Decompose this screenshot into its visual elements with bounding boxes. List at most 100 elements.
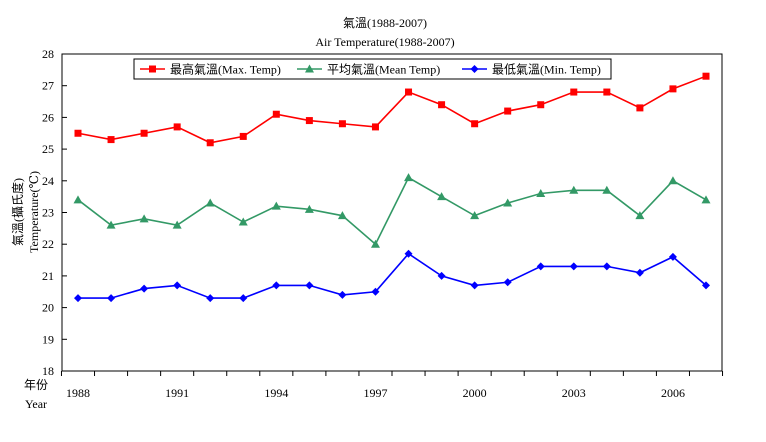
data-point-diamond bbox=[74, 294, 82, 303]
x-tick-label: 1997 bbox=[363, 386, 387, 400]
data-point-square bbox=[537, 101, 545, 109]
data-point-square bbox=[570, 88, 578, 96]
y-tick-label: 27 bbox=[42, 79, 54, 93]
data-point-square bbox=[173, 123, 181, 131]
data-point-triangle bbox=[470, 211, 480, 220]
y-tick-label: 21 bbox=[42, 269, 54, 283]
data-point-square bbox=[504, 107, 512, 115]
data-point-triangle bbox=[205, 198, 215, 207]
data-point-triangle bbox=[337, 211, 347, 220]
series-line-diamond bbox=[78, 252, 707, 299]
legend-label-square: 最高氣溫(Max. Temp) bbox=[170, 62, 281, 77]
legend-marker-square bbox=[149, 65, 156, 73]
data-point-square bbox=[636, 104, 644, 112]
y-tick-label: 20 bbox=[42, 301, 54, 315]
series-square bbox=[74, 72, 710, 147]
y-tick-label: 18 bbox=[42, 364, 54, 378]
data-point-diamond bbox=[635, 268, 644, 277]
data-point-square bbox=[669, 85, 677, 93]
data-point-diamond bbox=[569, 262, 578, 271]
data-point-diamond bbox=[668, 252, 677, 261]
legend-item-square: 最高氣溫(Max. Temp) bbox=[140, 62, 281, 77]
legend-item-diamond: 最低氣溫(Min. Temp) bbox=[462, 63, 601, 77]
x-axis-label-zh: 年份 bbox=[24, 378, 48, 392]
data-point-triangle bbox=[701, 195, 711, 204]
data-point-triangle bbox=[139, 214, 149, 223]
data-point-diamond bbox=[503, 278, 512, 287]
data-point-triangle bbox=[106, 220, 116, 229]
y-tick-label: 24 bbox=[42, 174, 54, 188]
data-point-triangle bbox=[536, 188, 546, 197]
series-layer bbox=[73, 72, 711, 303]
data-point-square bbox=[272, 110, 280, 118]
data-point-diamond bbox=[272, 281, 281, 290]
legend-label-triangle: 平均氣溫(Mean Temp) bbox=[327, 63, 440, 77]
data-point-diamond bbox=[470, 281, 479, 290]
data-point-square bbox=[438, 101, 446, 109]
chart-subtitle: Air Temperature(1988-2007) bbox=[315, 35, 454, 49]
x-tick-label: 1991 bbox=[165, 386, 189, 400]
data-point-square bbox=[74, 129, 82, 137]
data-point-square bbox=[702, 72, 710, 80]
data-point-diamond bbox=[404, 249, 413, 258]
x-tick-label: 2000 bbox=[463, 386, 487, 400]
data-point-square bbox=[471, 120, 479, 128]
legend-box bbox=[133, 58, 612, 80]
data-point-diamond bbox=[702, 281, 710, 290]
data-point-triangle bbox=[238, 217, 248, 226]
series-triangle bbox=[73, 173, 711, 248]
x-axis-label-en: Year bbox=[25, 397, 47, 411]
x-tick-label: 2003 bbox=[562, 386, 586, 400]
data-point-diamond bbox=[173, 281, 182, 290]
y-tick-label: 22 bbox=[42, 237, 54, 251]
y-tick-label: 19 bbox=[42, 332, 54, 346]
y-tick-label: 23 bbox=[42, 206, 54, 220]
series-line-triangle bbox=[77, 176, 707, 246]
y-axis-label-zh: 氣溫(攝氏度) bbox=[10, 178, 25, 246]
data-point-square bbox=[371, 123, 379, 131]
data-point-diamond bbox=[305, 281, 314, 290]
data-point-diamond bbox=[107, 294, 116, 303]
data-point-triangle bbox=[569, 185, 579, 194]
data-point-square bbox=[305, 117, 313, 125]
chart-title: 氣溫(1988-2007) bbox=[343, 16, 427, 30]
data-point-triangle bbox=[635, 211, 645, 220]
data-point-triangle bbox=[503, 198, 513, 207]
data-point-triangle bbox=[437, 192, 447, 201]
y-tick-label: 25 bbox=[42, 142, 54, 156]
data-point-triangle bbox=[172, 220, 182, 229]
data-point-triangle bbox=[404, 173, 414, 182]
data-point-diamond bbox=[371, 287, 380, 296]
legend: 最高氣溫(Max. Temp) 平均氣溫(Mean Temp) 最低氣溫(Min. … bbox=[133, 58, 612, 80]
data-point-diamond bbox=[239, 294, 248, 303]
data-point-square bbox=[140, 129, 148, 137]
legend-item-triangle: 平均氣溫(Mean Temp) bbox=[297, 63, 440, 77]
data-point-square bbox=[239, 132, 247, 140]
data-point-diamond bbox=[437, 271, 446, 280]
data-point-triangle bbox=[271, 201, 281, 210]
data-point-square bbox=[206, 139, 214, 147]
series-line-square bbox=[77, 75, 707, 144]
y-axis-ticks: 18 19 20 21 22 23 24 25 26 27 28 bbox=[42, 47, 67, 378]
data-point-square bbox=[338, 120, 346, 128]
y-tick-label: 28 bbox=[42, 47, 54, 61]
data-point-diamond bbox=[140, 284, 149, 293]
data-point-square bbox=[107, 136, 115, 144]
legend-marker-diamond bbox=[470, 65, 479, 73]
x-tick-label: 2006 bbox=[661, 386, 685, 400]
data-point-triangle bbox=[304, 204, 314, 213]
series-diamond bbox=[74, 249, 710, 303]
legend-marker-triangle bbox=[305, 64, 314, 73]
data-point-diamond bbox=[338, 290, 347, 299]
data-point-diamond bbox=[206, 294, 215, 303]
x-axis-ticks: 1988 1991 1994 1997 2000 2003 2006 bbox=[60, 371, 724, 400]
x-tick-label: 1988 bbox=[66, 386, 90, 400]
data-point-triangle bbox=[370, 239, 380, 248]
y-tick-label: 26 bbox=[42, 110, 54, 124]
data-point-diamond bbox=[536, 262, 545, 271]
data-point-triangle bbox=[668, 176, 678, 185]
data-point-square bbox=[405, 88, 413, 96]
data-point-triangle bbox=[73, 195, 83, 204]
x-tick-label: 1994 bbox=[264, 386, 288, 400]
